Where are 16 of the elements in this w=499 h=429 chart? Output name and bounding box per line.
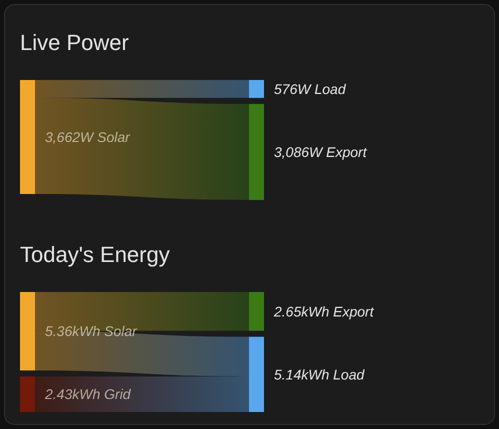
category-label: Load — [314, 80, 346, 97]
data-label: 2.43kWh — [45, 386, 100, 402]
category-label: Load — [333, 366, 364, 382]
category-label: Grid — [104, 386, 131, 402]
data-label: 3,086W — [274, 144, 322, 160]
category-label: Export — [326, 144, 367, 160]
data-label: 5.36kWh — [45, 323, 100, 340]
data-label: 576W — [274, 80, 311, 97]
text: Today's Energy — [20, 242, 170, 267]
data-label: 3,662W — [45, 128, 94, 145]
category-label: Solar — [104, 323, 137, 340]
category-label: Export — [333, 303, 374, 320]
text: Live Power — [20, 30, 129, 55]
data-label: 2.65kWh — [274, 303, 330, 320]
category-label: Solar — [97, 128, 130, 145]
data-label: 5.14kWh — [274, 366, 330, 382]
